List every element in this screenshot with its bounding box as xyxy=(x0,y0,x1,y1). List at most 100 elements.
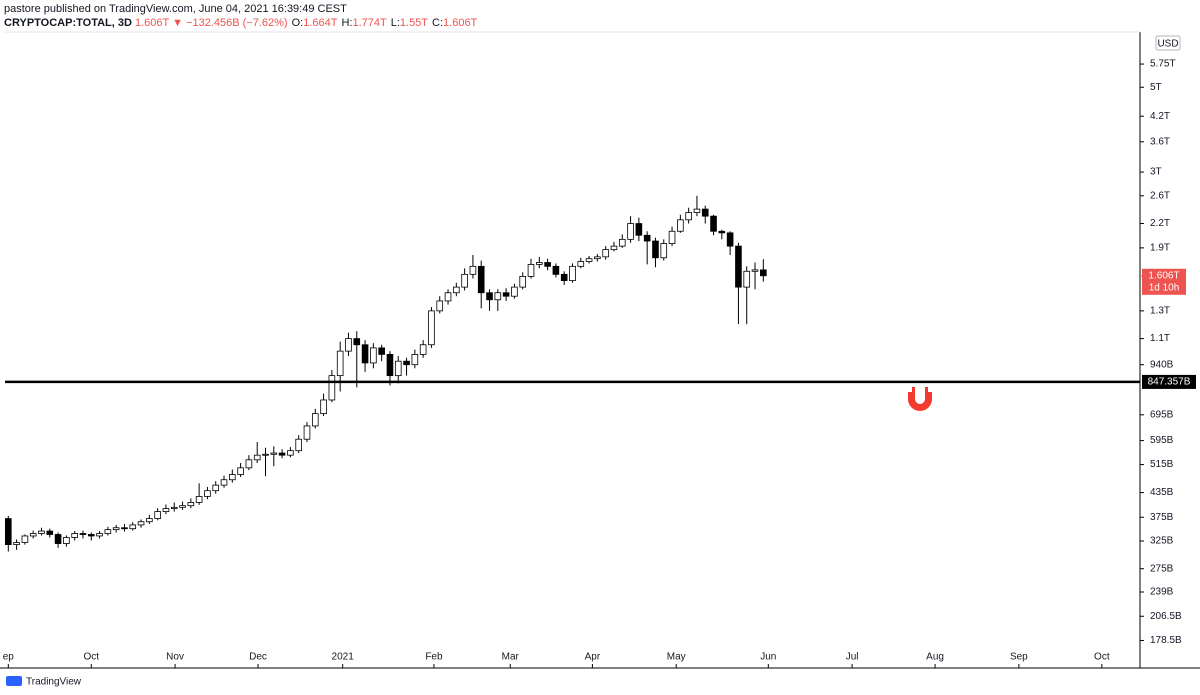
candle-body xyxy=(743,270,751,288)
candle-body xyxy=(54,534,62,544)
candle-body xyxy=(29,533,37,537)
candle-body xyxy=(444,292,452,302)
hline-label-box xyxy=(1142,374,1196,389)
magnet-gap xyxy=(928,387,935,392)
candle-body xyxy=(237,467,244,475)
y-tick-label: 178.5B xyxy=(1150,635,1182,646)
candle-body xyxy=(594,256,601,260)
candle-body xyxy=(320,399,327,415)
candle-body xyxy=(718,230,726,234)
candle-body xyxy=(112,527,120,531)
candle-body xyxy=(519,275,527,288)
candle-body xyxy=(262,453,269,456)
header: pastore published on TradingView.com, Ju… xyxy=(4,2,477,30)
candle-body xyxy=(162,508,170,512)
last-price-label: 1.606T xyxy=(1148,270,1179,281)
candle-body xyxy=(361,344,369,364)
candle-body xyxy=(245,459,253,469)
candle-body xyxy=(270,452,278,455)
candle-body xyxy=(79,533,87,535)
candle-body xyxy=(295,438,302,452)
magnet-gap xyxy=(905,387,912,392)
candle-body xyxy=(436,300,444,312)
y-tick-label: 1.1T xyxy=(1150,333,1170,344)
footer: TradingView xyxy=(26,677,82,688)
candle-body xyxy=(685,212,692,221)
y-tick-label: 3.6T xyxy=(1150,136,1170,147)
candle-body xyxy=(577,261,585,267)
x-tick-label: 2021 xyxy=(332,652,355,663)
hline-label: 847.357B xyxy=(1148,377,1191,388)
candle-body xyxy=(71,533,78,538)
candle-body xyxy=(560,273,568,282)
x-tick-label: Nov xyxy=(166,652,184,663)
candle-body xyxy=(303,425,311,440)
y-tick-label: 515B xyxy=(1150,459,1174,470)
y-tick-label: 5.75T xyxy=(1150,59,1176,70)
y-tick-label: 375B xyxy=(1150,512,1174,523)
candle-body xyxy=(146,518,153,523)
candle-body xyxy=(121,527,128,530)
candle-body xyxy=(394,360,402,377)
candle-body xyxy=(4,518,12,545)
x-tick-label: Aug xyxy=(926,652,944,663)
candle-body xyxy=(627,223,634,240)
candle-body xyxy=(195,496,203,503)
y-tick-label: 1.9T xyxy=(1150,243,1170,254)
x-tick-label: Feb xyxy=(425,652,443,663)
candle-body xyxy=(21,535,29,543)
candle-body xyxy=(701,208,709,217)
ohlc-value: 1.774T xyxy=(352,17,387,29)
candle-body xyxy=(403,360,410,366)
candle-body xyxy=(229,474,236,481)
candle-body xyxy=(38,530,45,534)
candle-body xyxy=(527,263,535,277)
candle-body xyxy=(137,521,145,526)
ohlc-value: 1.664T xyxy=(303,17,338,29)
byline: pastore published on TradingView.com, Ju… xyxy=(4,3,347,15)
y-tick-label: 2.2T xyxy=(1150,218,1170,229)
candle-body xyxy=(419,344,427,355)
candle-body xyxy=(96,533,103,537)
candle-body xyxy=(585,258,593,262)
candle-body xyxy=(13,542,20,545)
candle-body xyxy=(544,262,551,267)
candle-body xyxy=(502,292,510,297)
candle-body xyxy=(552,265,560,275)
candle-body xyxy=(154,511,161,519)
x-tick-label: Apr xyxy=(585,652,601,663)
y-tick-label: 2.6T xyxy=(1150,190,1170,201)
candle-body xyxy=(311,413,319,427)
currency: USD xyxy=(1157,39,1178,50)
magnet-icon xyxy=(908,387,932,411)
candle-body xyxy=(535,262,543,265)
candle-body xyxy=(602,249,609,258)
candle-body xyxy=(726,232,734,247)
candle-body xyxy=(328,375,336,401)
x-tick-label: Jun xyxy=(760,652,776,663)
candle-body xyxy=(179,505,186,508)
candle-body xyxy=(486,292,493,301)
y-tick-label: 695B xyxy=(1150,409,1174,420)
logo xyxy=(6,676,22,686)
ohlc-value: 1.55T xyxy=(399,17,429,29)
candle-body xyxy=(378,347,385,355)
candle-body xyxy=(46,530,54,535)
candle-body xyxy=(212,484,220,492)
x-tick-label: ep xyxy=(3,652,15,663)
y-tick-label: 325B xyxy=(1150,536,1174,547)
y-tick-label: 239B xyxy=(1150,587,1174,598)
legend-line: CRYPTOCAP:TOTAL, 3D 1.606T ▼ −132.456B (… xyxy=(4,16,477,30)
y-tick-label: 3T xyxy=(1150,167,1162,178)
x-tick-label: Mar xyxy=(502,652,520,663)
x-tick-label: Oct xyxy=(1094,652,1110,663)
y-tick-label: 435B xyxy=(1150,487,1174,498)
ohlc: O:1.664T H:1.774T L:1.55T C:1.606T xyxy=(288,17,478,29)
ohlc-value: 1.606T xyxy=(443,17,478,29)
candle-body xyxy=(428,310,435,346)
candle-body xyxy=(477,265,485,294)
ohlc-key: L: xyxy=(390,17,400,29)
candle-body xyxy=(411,354,419,366)
y-tick-label: 4.2T xyxy=(1150,111,1170,122)
